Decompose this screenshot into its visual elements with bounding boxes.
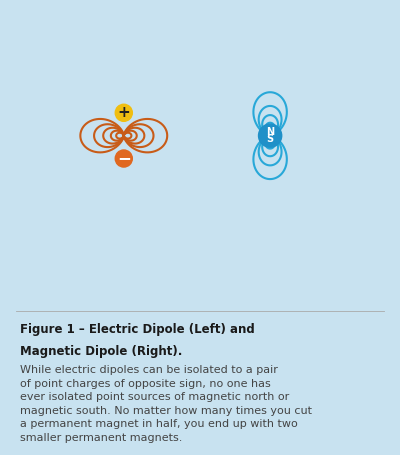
Text: −: − (117, 150, 131, 167)
Circle shape (115, 150, 132, 167)
Circle shape (115, 104, 132, 121)
Circle shape (258, 124, 282, 147)
Text: Magnetic Dipole (Right).: Magnetic Dipole (Right). (20, 345, 182, 359)
Text: N: N (266, 127, 274, 137)
Text: Figure 1 – Electric Dipole (Left) and: Figure 1 – Electric Dipole (Left) and (20, 323, 255, 336)
Text: S: S (266, 134, 274, 144)
Text: While electric dipoles can be isolated to a pair
of point charges of opposite si: While electric dipoles can be isolated t… (20, 365, 312, 443)
Text: +: + (118, 105, 130, 120)
